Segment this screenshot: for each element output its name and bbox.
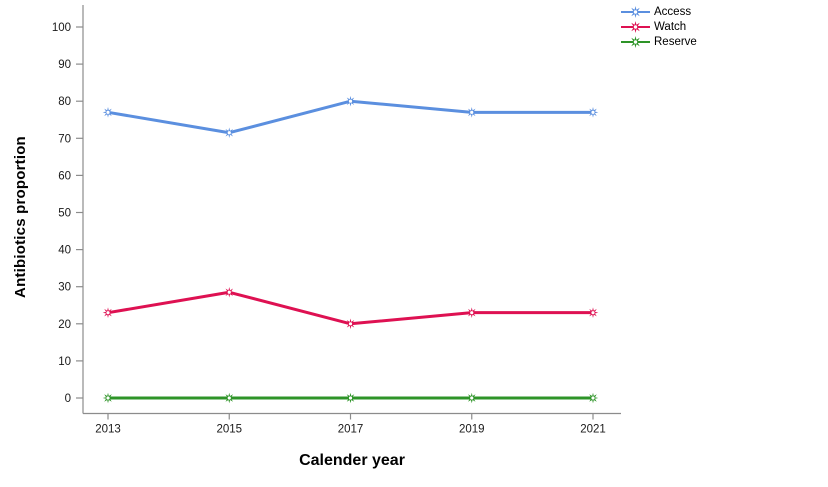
reserve-marker-center [591, 396, 595, 400]
y-tick-label: 70 [58, 133, 71, 145]
x-tick-label: 2021 [580, 424, 606, 436]
y-tick-label: 30 [58, 282, 71, 294]
y-tick-label: 60 [58, 170, 71, 182]
y-tick-label: 100 [52, 22, 71, 34]
x-tick-label: 2013 [95, 424, 121, 436]
watch-marker-center [348, 322, 353, 326]
y-tick-label: 90 [58, 59, 71, 71]
reserve-marker-center [106, 396, 110, 400]
access-marker-center [591, 110, 595, 114]
y-tick-label: 0 [65, 393, 71, 405]
x-tick-label: 2017 [338, 424, 364, 436]
access-marker-center [470, 110, 474, 114]
x-axis-title: Calender year [299, 452, 405, 469]
y-tick-label: 40 [58, 245, 71, 257]
y-tick-label: 20 [58, 319, 71, 331]
reserve-marker-center [227, 396, 231, 400]
watch-marker-center [106, 311, 110, 315]
legend-item-access: Access [620, 4, 697, 19]
access-star-marker-icon [621, 5, 650, 18]
reserve-marker-center [348, 396, 353, 400]
y-axis-title: Antibiotics proportion [12, 136, 29, 298]
legend-item-watch: Watch [620, 19, 697, 34]
legend-item-reserve: Reserve [620, 34, 697, 49]
y-tick-label: 10 [58, 356, 71, 368]
watch-marker-center [591, 311, 595, 315]
legend-label-watch: Watch [654, 20, 687, 33]
access-marker-center [348, 99, 353, 103]
x-tick-label: 2019 [459, 424, 485, 436]
legend-label-access: Access [654, 5, 692, 18]
y-tick-label: 50 [58, 208, 71, 220]
legend: Access Watch Reserve [620, 4, 697, 49]
x-tick-label: 2015 [216, 424, 242, 436]
access-marker-center [106, 110, 110, 114]
y-tick-label: 80 [58, 96, 71, 108]
watch-marker-center [470, 311, 474, 315]
access-marker-center [227, 131, 231, 135]
watch-marker-center [227, 290, 231, 294]
watch-star-marker-icon [621, 20, 650, 33]
reserve-star-marker-icon [621, 35, 650, 48]
legend-label-reserve: Reserve [654, 35, 697, 48]
reserve-marker-center [470, 396, 474, 400]
